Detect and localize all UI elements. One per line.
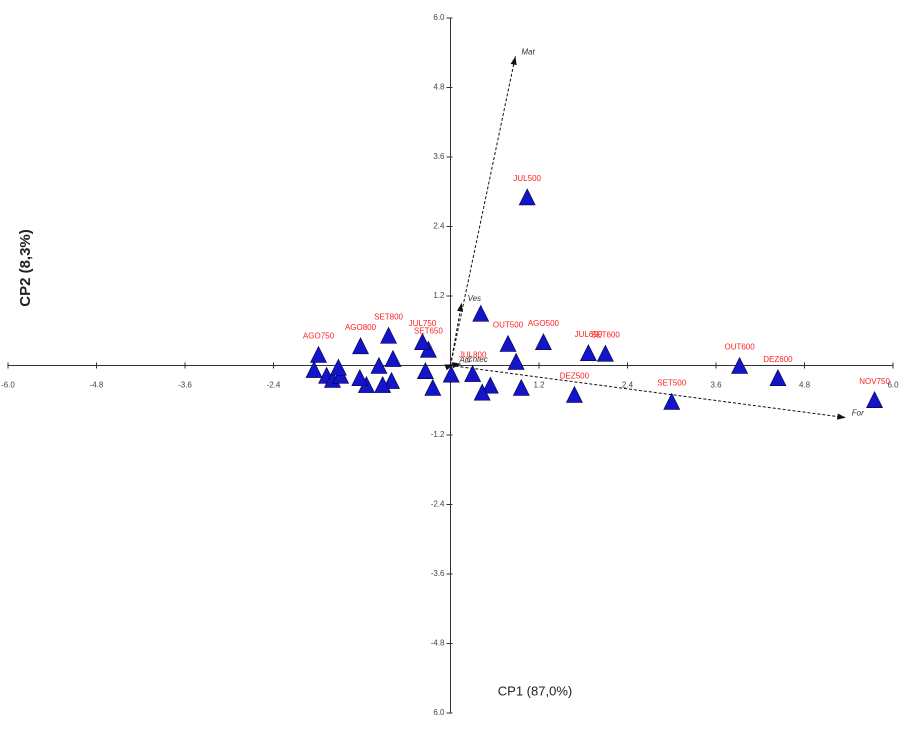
y-tick-label: -3.6 xyxy=(431,569,445,578)
point-label: AGO500 xyxy=(528,319,560,328)
point xyxy=(534,333,552,351)
point-label: JUL800 xyxy=(459,351,487,360)
point-label: JUL750 xyxy=(409,319,437,328)
point xyxy=(481,376,499,394)
point-label: DEZ600 xyxy=(763,355,793,364)
point xyxy=(424,378,442,396)
x-axis-title: CP1 (87,0%) xyxy=(498,683,572,698)
arrow-head xyxy=(510,56,517,66)
vector-label: Ves xyxy=(468,294,482,303)
vector-label: Mat xyxy=(521,47,535,56)
point xyxy=(507,352,525,370)
x-tick-label: -6.0 xyxy=(1,381,15,390)
point-label: JUL500 xyxy=(513,174,541,183)
y-tick-label: -2.4 xyxy=(431,500,445,509)
vector-label: Cntec xyxy=(467,355,488,364)
point-label: OUT500 xyxy=(493,321,524,330)
point-label: SET650 xyxy=(414,326,443,335)
arrow-head xyxy=(837,413,846,420)
vector-label: Acr xyxy=(458,355,471,364)
point xyxy=(663,392,681,410)
point xyxy=(565,385,583,403)
point xyxy=(442,365,460,383)
point xyxy=(464,364,482,382)
point-label: JUL650 xyxy=(575,330,603,339)
point xyxy=(596,344,614,362)
vector-label: For xyxy=(852,409,864,418)
point xyxy=(518,188,536,206)
x-tick-label: 4.8 xyxy=(799,381,811,390)
x-tick-label: 2.4 xyxy=(622,381,634,390)
point-label: SET500 xyxy=(657,379,686,388)
point xyxy=(512,378,530,396)
point-label: AGO800 xyxy=(345,323,377,332)
point-label: OUT600 xyxy=(724,343,755,352)
point-label: NOV750 xyxy=(859,377,890,386)
point xyxy=(731,356,749,374)
x-tick-label: -3.6 xyxy=(178,381,192,390)
y-axis-title: CP2 (8,3%) xyxy=(17,229,34,307)
point xyxy=(499,334,517,352)
point xyxy=(305,360,323,378)
point xyxy=(352,337,370,355)
x-tick-label: -4.8 xyxy=(90,381,104,390)
point-label: SET600 xyxy=(591,330,620,339)
y-tick-label: 6.0 xyxy=(433,13,445,22)
point-label: SET800 xyxy=(374,312,403,321)
y-tick-label: 1.2 xyxy=(433,291,445,300)
arrow-head xyxy=(451,362,461,369)
y-tick-label: -4.8 xyxy=(431,639,445,648)
point xyxy=(384,349,402,367)
y-tick-label: 2.4 xyxy=(433,222,445,231)
loading-vector xyxy=(450,365,846,419)
point xyxy=(310,345,327,363)
point xyxy=(374,375,392,393)
x-tick-label: 6.0 xyxy=(887,381,899,390)
x-tick-label: 1.2 xyxy=(533,381,545,390)
point xyxy=(329,358,347,376)
loading-vector xyxy=(450,302,463,366)
point xyxy=(370,356,388,374)
y-tick-label: -1.2 xyxy=(431,430,445,439)
x-tick-label: 3.6 xyxy=(710,381,722,390)
point xyxy=(866,391,884,408)
point xyxy=(383,371,400,389)
point xyxy=(769,368,787,386)
y-tick-label: 4.8 xyxy=(433,83,445,92)
point xyxy=(579,344,597,362)
point xyxy=(473,383,491,401)
point xyxy=(413,333,431,351)
point xyxy=(351,368,369,386)
point-label: DEZ500 xyxy=(560,372,590,381)
x-tick-label: -2.4 xyxy=(267,381,281,390)
loading-vector xyxy=(450,56,516,366)
point xyxy=(472,304,490,322)
point-label: AGO750 xyxy=(303,332,335,341)
point xyxy=(380,326,398,344)
y-tick-label: 3.6 xyxy=(433,152,445,161)
point xyxy=(416,362,434,380)
y-tick-label: 6.0 xyxy=(433,708,445,717)
arrow-head xyxy=(457,302,464,312)
